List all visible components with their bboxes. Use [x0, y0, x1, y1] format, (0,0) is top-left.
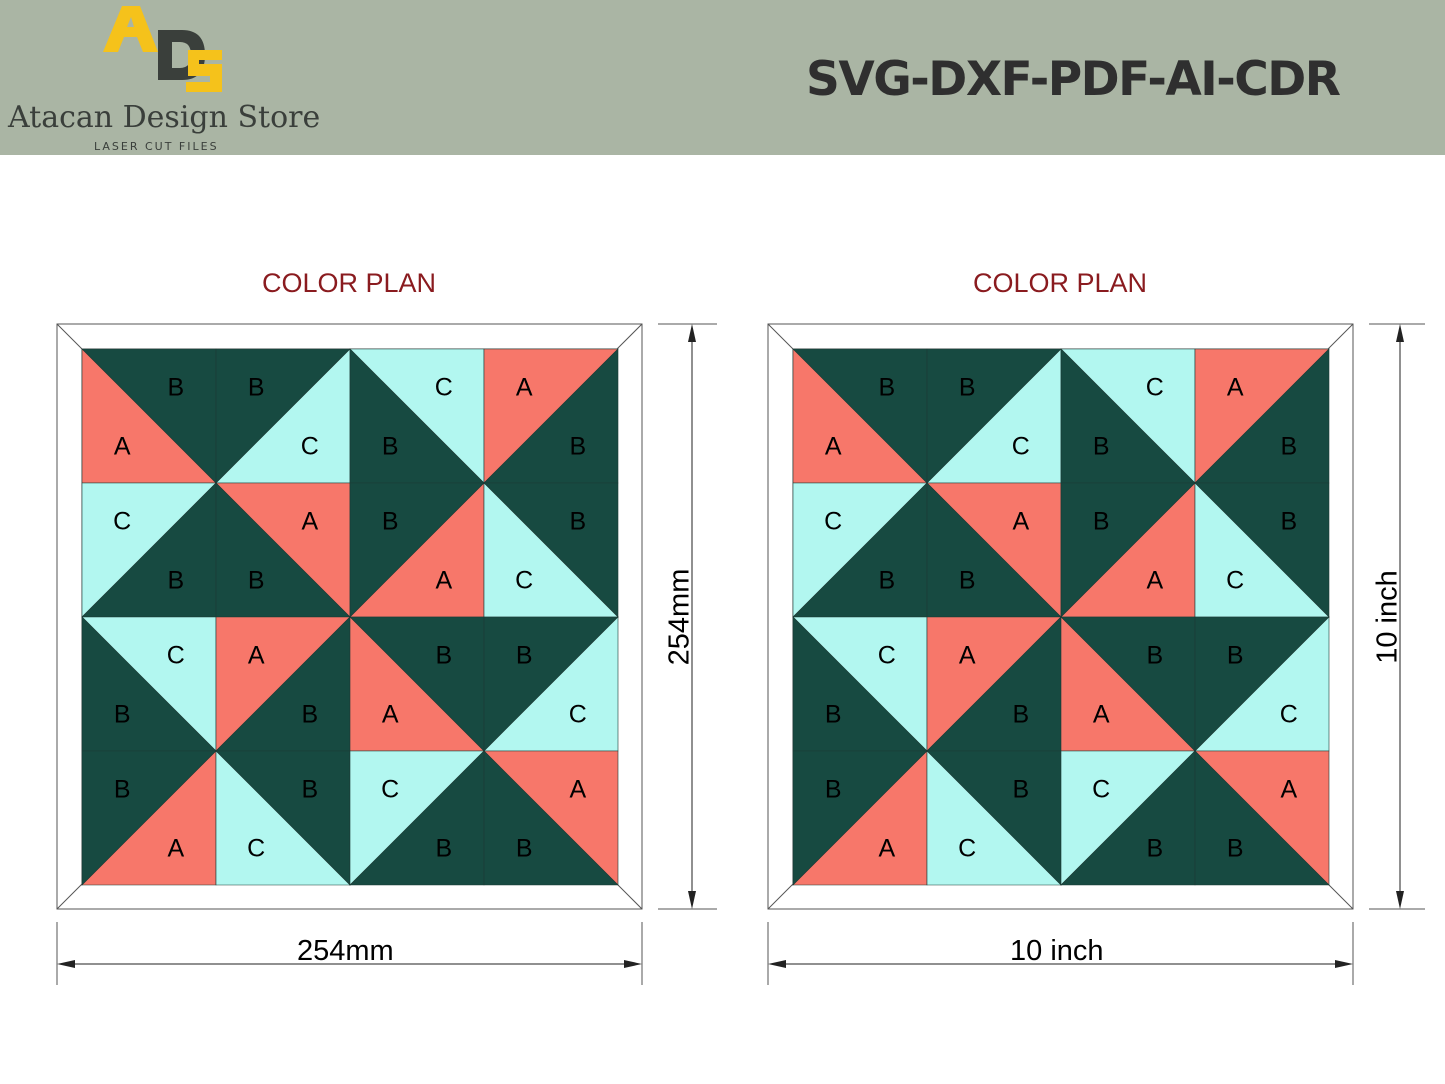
arrow-head-top	[1396, 324, 1404, 342]
frame-miter-2	[56, 883, 83, 910]
triangle-label-C: C	[435, 374, 453, 402]
triangle-label-C: C	[381, 776, 399, 804]
triangle-label-A: A	[569, 776, 586, 804]
triangle-label-B: B	[959, 566, 976, 594]
file-formats-heading: SVG-DXF-PDF-AI-CDR	[806, 52, 1341, 107]
triangle-label-C: C	[1092, 776, 1110, 804]
triangle-label-A: A	[1227, 374, 1244, 402]
triangle-label-C: C	[113, 508, 131, 536]
header-background	[0, 0, 1445, 155]
arrow-head-bottom	[1396, 891, 1404, 909]
triangle-label-A: A	[1280, 776, 1297, 804]
triangle-label-B: B	[1227, 834, 1244, 862]
triangle-label-A: A	[1012, 508, 1029, 536]
frame-miter-0	[56, 323, 83, 350]
triangle-label-B: B	[1093, 432, 1110, 460]
triangle-label-A: A	[435, 566, 452, 594]
triangle-label-B: B	[1012, 700, 1029, 728]
triangle-label-B: B	[959, 374, 976, 402]
logo-tagline: LASER CUT FILES	[94, 140, 219, 153]
arrow-head-right	[624, 960, 642, 968]
triangle-label-B: B	[1280, 508, 1297, 536]
triangle-label-B: B	[1280, 432, 1297, 460]
frame-miter-2	[767, 883, 794, 910]
triangle-label-C: C	[1146, 374, 1164, 402]
triangle-label-A: A	[1146, 566, 1163, 594]
triangle-label-C: C	[824, 508, 842, 536]
plan-title-left: COLOR PLAN	[262, 268, 437, 298]
triangle-label-B: B	[569, 508, 586, 536]
triangle-label-C: C	[167, 642, 185, 670]
triangle-label-A: A	[516, 374, 533, 402]
triangle-label-B: B	[1227, 642, 1244, 670]
triangle-label-A: A	[1093, 700, 1110, 728]
arrow-head-top	[688, 324, 696, 342]
arrow-head-left	[57, 960, 75, 968]
triangle-label-B: B	[248, 374, 265, 402]
triangle-label-B: B	[382, 508, 399, 536]
width-dimension-right: 10 inch	[1010, 935, 1104, 967]
triangle-label-C: C	[878, 642, 896, 670]
triangle-label-B: B	[301, 700, 318, 728]
triangle-label-B: B	[114, 776, 131, 804]
header-bar: Atacan Design Store LASER CUT FILES SVG-…	[0, 0, 1445, 155]
arrow-head-bottom	[688, 891, 696, 909]
triangle-label-B: B	[1093, 508, 1110, 536]
triangle-label-B: B	[516, 642, 533, 670]
triangle-label-A: A	[114, 432, 131, 460]
triangle-label-B: B	[516, 834, 533, 862]
triangle-label-B: B	[1012, 776, 1029, 804]
arrow-head-left	[768, 960, 786, 968]
triangle-label-B: B	[825, 776, 842, 804]
triangle-label-C: C	[958, 834, 976, 862]
triangle-label-A: A	[167, 834, 184, 862]
triangle-label-A: A	[382, 700, 399, 728]
arrow-head-right	[1335, 960, 1353, 968]
frame-miter-1	[1327, 323, 1354, 350]
triangle-label-B: B	[382, 432, 399, 460]
triangle-label-A: A	[959, 642, 976, 670]
triangle-label-C: C	[1012, 432, 1030, 460]
triangle-label-B: B	[167, 566, 184, 594]
triangle-label-A: A	[878, 834, 895, 862]
triangle-label-B: B	[1146, 642, 1163, 670]
plan-title-right: COLOR PLAN	[973, 268, 1148, 298]
width-dimension-left: 254mm	[297, 935, 394, 967]
triangle-label-C: C	[1280, 700, 1298, 728]
color-plan-right: B A B C C B A B C B A B B A B C C B A B B A B C B A B C C B A B	[767, 323, 1425, 985]
frame-miter-0	[767, 323, 794, 350]
triangle-label-C: C	[301, 432, 319, 460]
triangle-label-B: B	[301, 776, 318, 804]
frame-miter-3	[1327, 883, 1354, 910]
frame-miter-3	[616, 883, 643, 910]
logo-name: Atacan Design Store	[8, 100, 321, 135]
triangle-label-B: B	[248, 566, 265, 594]
triangle-label-B: B	[878, 374, 895, 402]
triangle-label-A: A	[825, 432, 842, 460]
triangle-label-B: B	[167, 374, 184, 402]
triangle-label-B: B	[1146, 834, 1163, 862]
triangle-label-A: A	[248, 642, 265, 670]
triangle-label-C: C	[1226, 566, 1244, 594]
quilt-triangle-C	[926, 750, 1062, 886]
triangle-label-B: B	[825, 700, 842, 728]
quilt-triangle-B	[1194, 750, 1330, 886]
triangle-label-B: B	[435, 642, 452, 670]
frame-miter-1	[616, 323, 643, 350]
triangle-label-B: B	[114, 700, 131, 728]
triangle-label-A: A	[301, 508, 318, 536]
triangle-label-C: C	[515, 566, 533, 594]
triangle-label-B: B	[878, 566, 895, 594]
triangle-label-B: B	[435, 834, 452, 862]
triangle-label-C: C	[247, 834, 265, 862]
quilt-triangle-B	[483, 750, 619, 886]
triangle-label-B: B	[569, 432, 586, 460]
quilt-triangle-C	[215, 750, 351, 886]
ads-logo-mark	[103, 6, 222, 92]
color-plan-left: B A B C C B A B C B A B B A B C C B A B B A B C B A B C C B A B	[56, 323, 717, 985]
triangle-label-C: C	[569, 700, 587, 728]
